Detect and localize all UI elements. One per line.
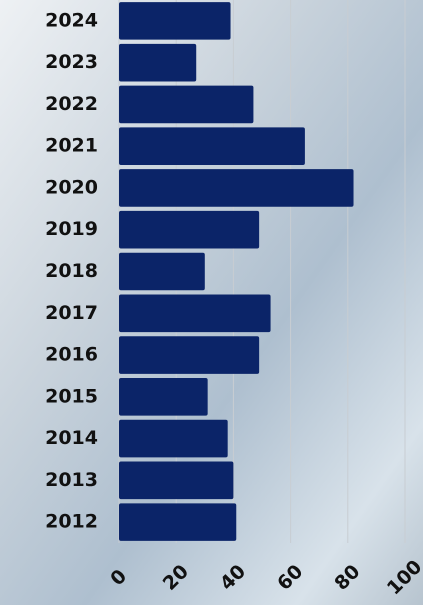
- y-tick-label: 2015: [45, 385, 98, 407]
- y-tick-label: 2024: [45, 9, 98, 31]
- y-tick-label: 2023: [45, 51, 98, 73]
- bar: [119, 252, 205, 291]
- bar: [119, 43, 197, 82]
- bar: [119, 2, 231, 40]
- bar: [119, 127, 305, 165]
- bar: [119, 378, 208, 416]
- bar: [119, 169, 354, 207]
- bar: [119, 503, 237, 541]
- y-tick-label: 2022: [45, 93, 98, 115]
- y-tick-label: 2017: [45, 302, 98, 324]
- y-tick-label: 2014: [45, 427, 98, 449]
- y-tick-label: 2016: [45, 344, 98, 366]
- bar: [119, 294, 271, 333]
- bar: [119, 336, 260, 374]
- y-tick-label: 2018: [45, 260, 98, 282]
- bar: [119, 419, 228, 458]
- y-tick-label: 2020: [45, 176, 98, 198]
- bar: [119, 210, 260, 249]
- y-tick-label: 2019: [45, 218, 98, 240]
- y-tick-label: 2021: [45, 135, 98, 157]
- bar: [119, 85, 254, 124]
- y-tick-label: 2012: [45, 511, 98, 533]
- bar: [119, 461, 234, 500]
- y-tick-label: 2013: [45, 469, 98, 491]
